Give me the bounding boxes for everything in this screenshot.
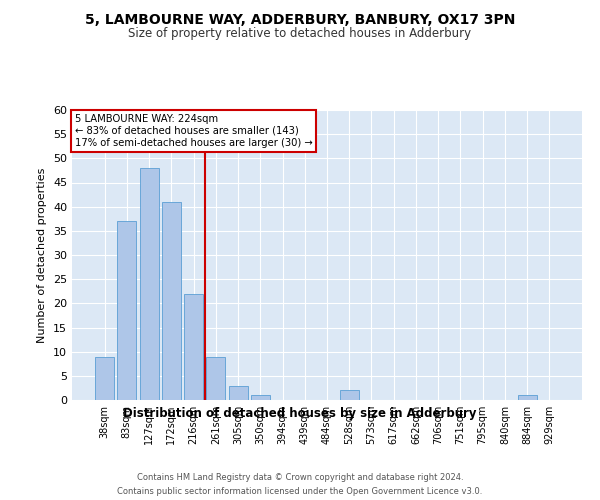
Bar	[206, 356, 225, 400]
Text: Contains public sector information licensed under the Open Government Licence v3: Contains public sector information licen…	[118, 488, 482, 496]
Text: Contains HM Land Registry data © Crown copyright and database right 2024.: Contains HM Land Registry data © Crown c…	[137, 472, 463, 482]
Text: 5, LAMBOURNE WAY, ADDERBURY, BANBURY, OX17 3PN: 5, LAMBOURNE WAY, ADDERBURY, BANBURY, OX…	[85, 12, 515, 26]
Bar	[162, 202, 181, 400]
Bar	[229, 386, 248, 400]
Bar	[251, 395, 270, 400]
Bar	[340, 390, 359, 400]
Bar	[95, 356, 114, 400]
Bar	[184, 294, 203, 400]
Y-axis label: Number of detached properties: Number of detached properties	[37, 168, 47, 342]
Text: Distribution of detached houses by size in Adderbury: Distribution of detached houses by size …	[123, 408, 477, 420]
Bar	[140, 168, 158, 400]
Bar	[118, 221, 136, 400]
Text: Size of property relative to detached houses in Adderbury: Size of property relative to detached ho…	[128, 28, 472, 40]
Text: 5 LAMBOURNE WAY: 224sqm
← 83% of detached houses are smaller (143)
17% of semi-d: 5 LAMBOURNE WAY: 224sqm ← 83% of detache…	[74, 114, 313, 148]
Bar	[518, 395, 536, 400]
